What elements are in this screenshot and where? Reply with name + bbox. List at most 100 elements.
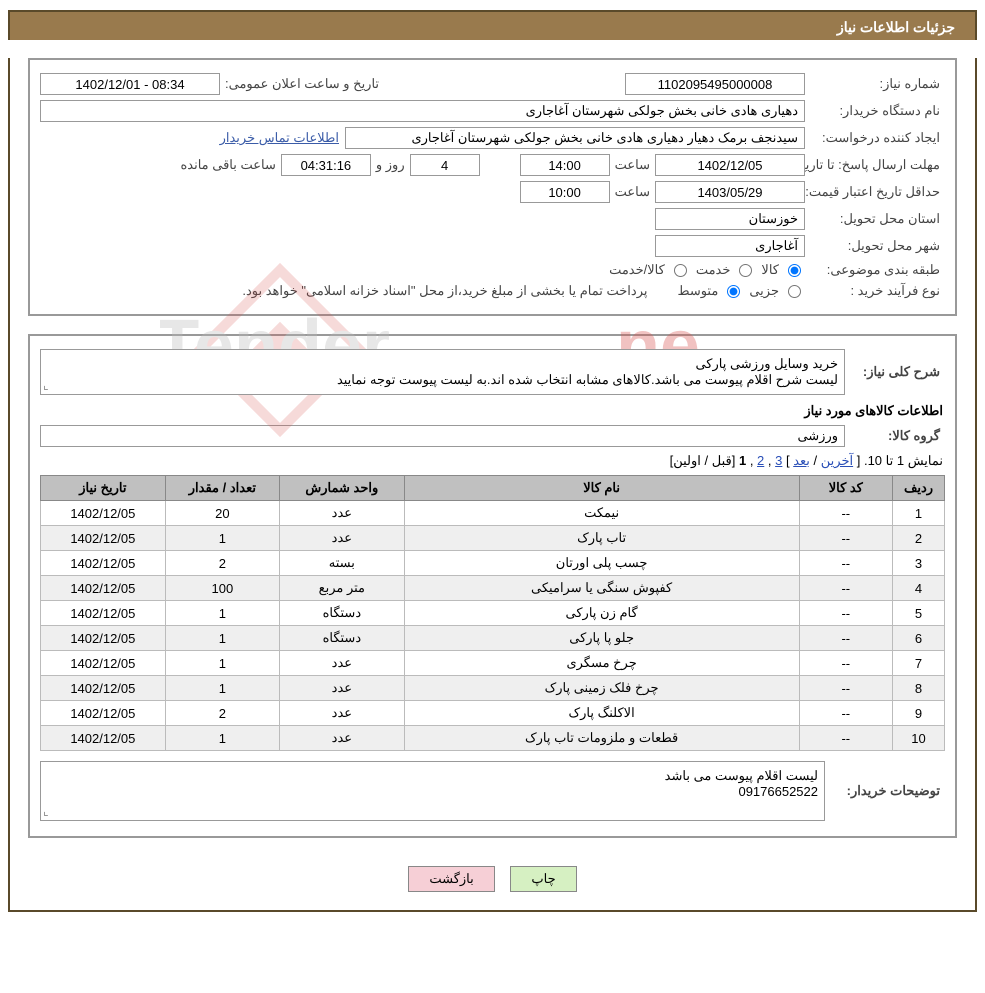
cell-qty: 1 (165, 526, 279, 551)
cell-date: 1402/12/05 (41, 576, 166, 601)
cell-code: -- (799, 576, 893, 601)
print-button[interactable]: چاپ (510, 866, 576, 892)
cell-date: 1402/12/05 (41, 501, 166, 526)
th-date: تاریخ نیاز (41, 476, 166, 501)
items-section: شرح کلی نیاز: خرید وسایل ورزشی پارکی لیس… (28, 334, 957, 838)
cell-qty: 1 (165, 726, 279, 751)
cell-code: -- (799, 651, 893, 676)
table-row: 6--جلو پا پارکیدستگاه11402/12/05 (41, 626, 945, 651)
need-desc-label: شرح کلی نیاز: (845, 364, 945, 380)
cell-unit: عدد (280, 651, 405, 676)
cell-unit: متر مربع (280, 576, 405, 601)
radio-medium[interactable] (727, 285, 740, 298)
pager-prev-first: [قبل / اولین] (670, 453, 736, 468)
cell-unit: عدد (280, 701, 405, 726)
cell-code: -- (799, 626, 893, 651)
cell-unit: عدد (280, 676, 405, 701)
table-row: 3--چسب پلی اورتانبسته21402/12/05 (41, 551, 945, 576)
cell-code: -- (799, 701, 893, 726)
delivery-city-label: شهر محل تحویل: (805, 238, 945, 254)
radio-medium-label: متوسط (672, 283, 723, 299)
cell-unit: بسته (280, 551, 405, 576)
th-code: کد کالا (799, 476, 893, 501)
cell-idx: 4 (893, 576, 945, 601)
pager: نمایش 1 تا 10. [ آخرین / بعد ] 3 , 2 , 1… (42, 453, 943, 469)
radio-partial[interactable] (788, 285, 801, 298)
radio-service[interactable] (739, 264, 752, 277)
cell-date: 1402/12/05 (41, 601, 166, 626)
cell-qty: 100 (165, 576, 279, 601)
ann-time-value: 1402/12/01 - 08:34 (40, 73, 220, 95)
cell-date: 1402/12/05 (41, 551, 166, 576)
radio-goods[interactable] (788, 264, 801, 277)
items-table: ردیف کد کالا نام کالا واحد شمارش تعداد /… (40, 475, 945, 751)
time-label-2: ساعت (610, 184, 655, 200)
cell-qty: 1 (165, 676, 279, 701)
countdown-value: 04:31:16 (281, 154, 371, 176)
cell-code: -- (799, 676, 893, 701)
buyer-notes-label: توضیحات خریدار: (825, 783, 945, 799)
cell-date: 1402/12/05 (41, 701, 166, 726)
table-row: 10--قطعات و ملزومات تاب پارکعدد11402/12/… (41, 726, 945, 751)
items-title: اطلاعات کالاهای مورد نیاز (42, 403, 943, 419)
days-and-label: روز و (371, 157, 410, 173)
payment-note: پرداخت تمام یا بخشی از مبلغ خرید،از محل … (237, 283, 652, 299)
cell-code: -- (799, 526, 893, 551)
ann-time-label: تاریخ و ساعت اعلان عمومی: (220, 76, 384, 92)
cell-unit: عدد (280, 526, 405, 551)
cell-qty: 2 (165, 701, 279, 726)
table-row: 2--تاب پارکعدد11402/12/05 (41, 526, 945, 551)
requester-value: سیدنجف برمک دهیار دهیاری هادی خانی بخش ج… (345, 127, 805, 149)
cell-idx: 2 (893, 526, 945, 551)
table-row: 1--نیمکتعدد201402/12/05 (41, 501, 945, 526)
th-unit: واحد شمارش (280, 476, 405, 501)
buyer-org-value: دهیاری هادی خانی بخش جولکی شهرستان آغاجا… (40, 100, 805, 122)
cell-code: -- (799, 601, 893, 626)
panel-header: جزئیات اطلاعات نیاز (8, 10, 977, 40)
cell-idx: 10 (893, 726, 945, 751)
cell-idx: 8 (893, 676, 945, 701)
cell-unit: دستگاه (280, 626, 405, 651)
pager-p2[interactable]: 2 (757, 453, 764, 468)
buyer-contact-link[interactable]: اطلاعات تماس خریدار (220, 130, 339, 146)
cell-idx: 3 (893, 551, 945, 576)
cell-name: الاکلنگ پارک (404, 701, 799, 726)
table-row: 8--چرخ فلک زمینی پارکعدد11402/12/05 (41, 676, 945, 701)
pager-next[interactable]: بعد (793, 453, 810, 468)
radio-goods-label: کالا (756, 262, 784, 278)
cell-name: قطعات و ملزومات تاب پارک (404, 726, 799, 751)
days-left-value: 4 (410, 154, 480, 176)
table-row: 4--کفپوش سنگی یا سرامیکیمتر مربع1001402/… (41, 576, 945, 601)
radio-goods-service-label: کالا/خدمت (604, 262, 670, 278)
cell-qty: 1 (165, 601, 279, 626)
cell-code: -- (799, 501, 893, 526)
cell-name: چرخ فلک زمینی پارک (404, 676, 799, 701)
pager-p3[interactable]: 3 (775, 453, 782, 468)
cell-code: -- (799, 551, 893, 576)
buyer-org-label: نام دستگاه خریدار: (805, 103, 945, 119)
cell-idx: 6 (893, 626, 945, 651)
cell-code: -- (799, 726, 893, 751)
resize-icon: ⌞ (43, 804, 49, 818)
resize-icon: ⌞ (43, 378, 49, 392)
back-button[interactable]: بازگشت (408, 866, 494, 892)
info-section: شماره نیاز: 1102095495000008 تاریخ و ساع… (28, 58, 957, 316)
button-row: چاپ بازگشت (10, 856, 975, 910)
cell-idx: 9 (893, 701, 945, 726)
group-label: گروه کالا: (845, 428, 945, 444)
deadline-time: 14:00 (520, 154, 610, 176)
cell-name: جلو پا پارکی (404, 626, 799, 651)
radio-service-label: خدمت (691, 262, 736, 278)
deadline-date: 1402/12/05 (655, 154, 805, 176)
delivery-city-value: آغاجاری (655, 235, 805, 257)
radio-goods-service[interactable] (674, 264, 687, 277)
group-value: ورزشی (40, 425, 845, 447)
cell-date: 1402/12/05 (41, 626, 166, 651)
cell-name: چرخ مسگری (404, 651, 799, 676)
table-row: 7--چرخ مسگریعدد11402/12/05 (41, 651, 945, 676)
pager-last[interactable]: آخرین (821, 453, 853, 468)
cell-idx: 7 (893, 651, 945, 676)
delivery-province-value: خوزستان (655, 208, 805, 230)
subject-class-label: طبقه بندی موضوعی: (805, 262, 945, 278)
radio-partial-label: جزیی (744, 283, 784, 299)
